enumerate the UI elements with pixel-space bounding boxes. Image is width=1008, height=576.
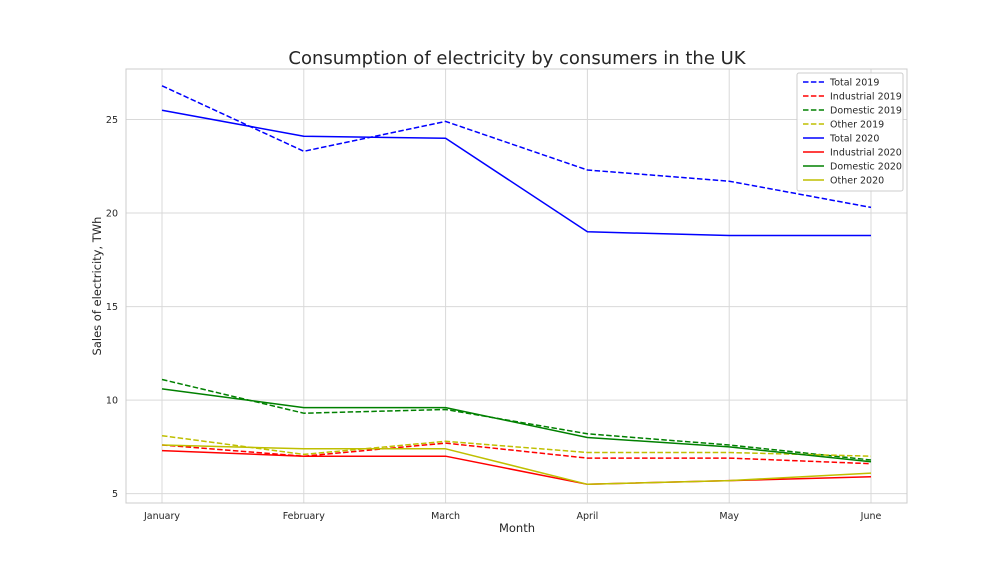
series-line-industrial-2019	[161, 442, 872, 465]
x-tick-label: April	[577, 511, 599, 522]
y-tick-label: 15	[106, 302, 118, 313]
series-line-total-2019	[161, 85, 872, 209]
x-tick-label: May	[719, 511, 739, 522]
legend-label-other-2019: Other 2019	[830, 120, 884, 131]
series-line-total-2020	[161, 109, 871, 237]
series-line-other-2020	[161, 444, 872, 486]
series-line-domestic-2020	[161, 388, 872, 463]
legend-box	[796, 72, 904, 192]
x-tick-label: January	[143, 511, 180, 522]
series-lines	[161, 85, 872, 486]
legend-label-industrial-2020: Industrial 2020	[830, 148, 902, 159]
x-axis-label: Month	[499, 521, 535, 535]
y-tick-label: 25	[106, 115, 118, 126]
axis-ticks: January February March April May June 5 10 15 20 2…	[106, 115, 882, 522]
x-tick-label: February	[283, 511, 325, 522]
x-tick-label: June	[860, 511, 882, 522]
y-tick-label: 5	[112, 489, 118, 500]
plot-frame	[125, 68, 908, 504]
legend-label-domestic-2019: Domestic 2019	[830, 106, 902, 117]
legend-label-other-2020: Other 2020	[830, 176, 884, 187]
y-tick-label: 20	[106, 209, 118, 220]
legend-label-total-2020: Total 2020	[829, 134, 879, 145]
legend-label-industrial-2019: Industrial 2019	[830, 92, 902, 103]
series-line-other-2019	[161, 434, 872, 457]
chart-title: Consumption of electricity by consumers …	[288, 48, 746, 69]
grid-lines	[126, 69, 907, 503]
series-line-domestic-2019	[161, 378, 872, 461]
legend: Total 2019 Industrial 2019 Domestic 2019 Ot…	[796, 72, 904, 192]
y-axis-label: Sales of electricity, TWh	[90, 217, 104, 356]
legend-label-total-2019: Total 2019	[829, 78, 879, 89]
y-tick-label: 10	[106, 396, 118, 407]
x-tick-label: March	[431, 511, 460, 522]
legend-label-domestic-2020: Domestic 2020	[830, 162, 902, 173]
